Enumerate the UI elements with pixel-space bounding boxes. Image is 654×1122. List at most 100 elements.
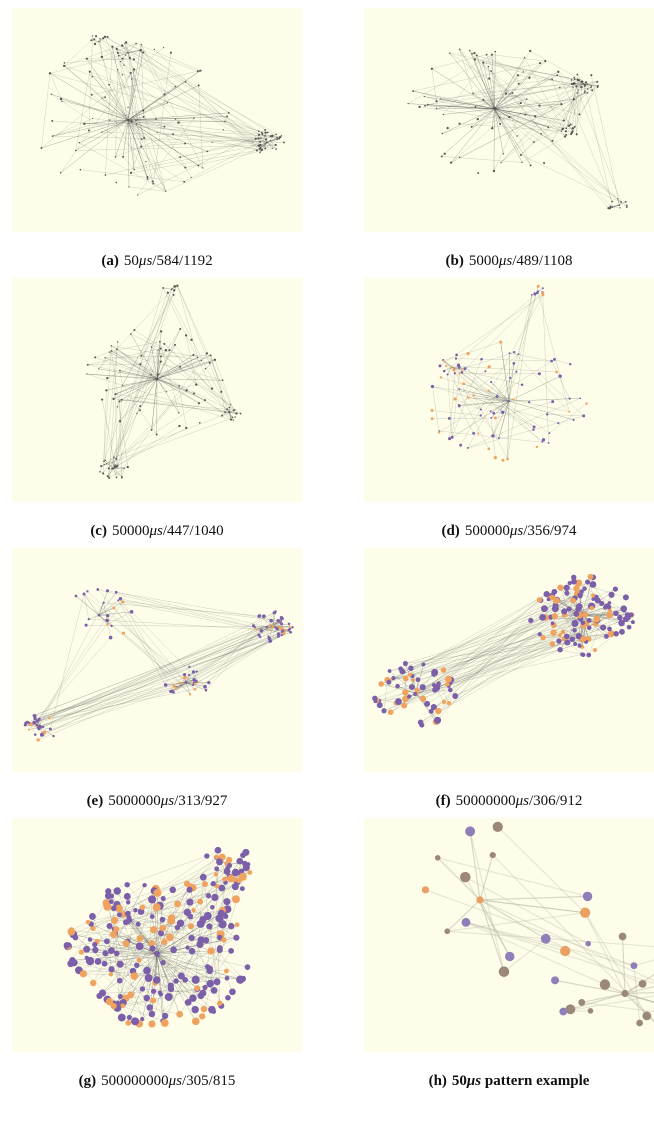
caption-unit: μs [515,793,530,809]
node [179,682,182,685]
node [606,612,613,619]
node [230,404,231,405]
node [114,465,115,466]
node [156,379,158,381]
node [207,681,210,684]
node [104,459,106,461]
node [160,347,162,349]
node [157,349,158,350]
node [402,689,408,695]
node [557,422,559,424]
node [621,990,628,997]
node [120,1003,125,1008]
node [106,614,109,617]
node [407,694,411,698]
caption-value: 5000000 [108,793,161,809]
node [86,373,87,374]
node [421,663,425,667]
node [85,624,88,627]
node [179,156,181,158]
node [157,132,158,133]
node [548,442,550,444]
node [551,400,554,403]
node [92,947,98,953]
node [185,945,189,949]
node [148,895,156,903]
caption-label: (a) [101,253,119,269]
node [119,597,122,600]
node [130,333,132,335]
node [556,638,561,643]
node [159,341,161,343]
node [104,938,110,944]
node [111,917,118,924]
node [211,881,216,886]
caption-label: (h) [429,1073,447,1089]
node [127,107,128,108]
node [608,601,612,605]
node [206,352,208,354]
node [168,349,170,351]
node [202,881,208,887]
node [278,138,280,140]
node [133,329,135,331]
node [79,142,80,143]
node [118,994,123,999]
node [431,417,434,420]
node [480,414,482,416]
node [436,108,437,109]
node [113,456,115,458]
node [547,126,549,128]
node [574,78,575,79]
node [403,676,409,682]
node [585,81,587,83]
node [528,77,530,79]
node [130,72,132,74]
node [607,627,612,632]
node [201,1006,208,1013]
node [226,857,232,863]
node [109,351,110,352]
node [104,36,106,38]
node [271,135,273,137]
node [137,194,138,195]
node [106,623,109,626]
node [222,379,224,381]
node [552,613,558,619]
node [197,681,199,683]
node [264,132,266,134]
node [107,36,109,38]
node [228,948,234,954]
node [115,458,117,460]
node [204,853,209,858]
node [578,999,585,1006]
node [432,683,436,687]
node [560,946,570,956]
node [196,670,198,672]
node [51,120,53,122]
node [139,49,141,51]
node [211,388,213,390]
node [460,369,462,371]
node [265,138,267,140]
node [569,636,575,642]
node [572,628,576,632]
node [149,1011,156,1018]
node [121,600,124,603]
node [197,899,203,905]
node [232,895,240,903]
node [381,708,386,713]
node [95,35,97,37]
node [235,922,240,927]
node [612,207,613,208]
node [459,157,460,158]
node [119,400,121,402]
node [172,133,174,135]
node [150,926,157,933]
node [111,46,113,48]
node [576,74,578,76]
node [581,620,586,625]
node [88,130,90,132]
node [226,408,228,410]
caption-unit: μs [509,523,524,539]
